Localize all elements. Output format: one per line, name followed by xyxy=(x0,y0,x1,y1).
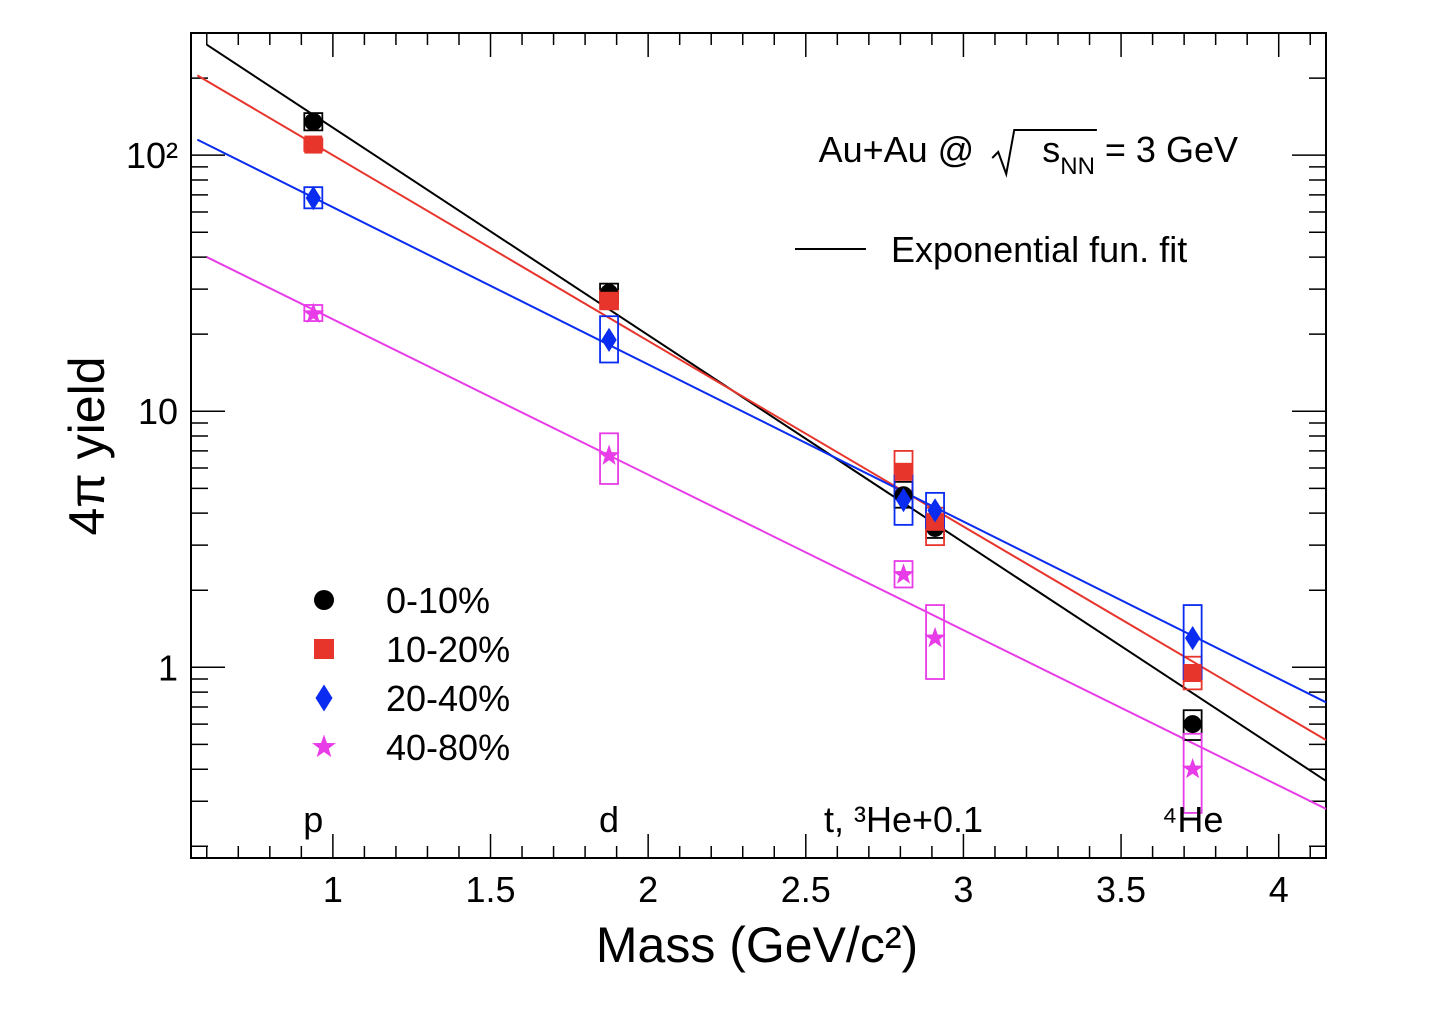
sys-box xyxy=(1182,732,1203,814)
data-points xyxy=(302,112,1204,779)
data-point xyxy=(304,112,323,131)
x-tick-label: 2.5 xyxy=(781,869,831,910)
data-point xyxy=(305,185,321,211)
particle-label: d xyxy=(599,799,619,840)
data-point xyxy=(304,135,323,154)
particle-labels: p d t, ³He+0.1 ⁴He xyxy=(303,799,1223,840)
legend-marker xyxy=(314,639,334,659)
data-point xyxy=(892,563,915,584)
data-point xyxy=(895,487,912,513)
data-point xyxy=(598,444,620,465)
legend-label: 20-40% xyxy=(386,678,510,719)
sys-box xyxy=(1182,709,1203,741)
y-axis-title: 4π yield xyxy=(59,356,115,535)
fit-line xyxy=(196,74,1327,741)
legend-label: 10-20% xyxy=(386,629,510,670)
y-axis-ticks xyxy=(191,32,1326,848)
sqrt-symbol xyxy=(991,129,1097,178)
data-point xyxy=(924,626,946,648)
y-tick-label: 10 xyxy=(138,391,178,432)
x-tick-label: 4 xyxy=(1269,869,1289,910)
x-tick-label: 3.5 xyxy=(1096,869,1146,910)
data-point xyxy=(601,327,617,353)
data-point xyxy=(1183,715,1202,734)
data-point xyxy=(1181,757,1204,779)
legend: 0-10% 10-20% 20-40% 40-80% xyxy=(312,580,510,768)
data-point xyxy=(600,291,619,310)
data-point xyxy=(927,498,943,523)
x-axis-title: Mass (GeV/c²) xyxy=(596,917,918,973)
plot-area xyxy=(190,32,1327,859)
legend-marker xyxy=(312,734,336,758)
x-tick-label: 3 xyxy=(953,869,973,910)
sys-box xyxy=(599,315,619,364)
particle-label: t, ³He+0.1 xyxy=(824,799,983,840)
collision-annotation: Au+Au @ sNN = 3 GeV xyxy=(819,129,1238,180)
x-tick-labels: 1 1.5 2 2.5 3 3.5 4 xyxy=(323,869,1289,910)
data-point xyxy=(894,462,913,481)
data-point xyxy=(302,302,325,323)
legend-marker xyxy=(314,590,334,610)
fit-legend-label: Exponential fun. fit xyxy=(891,229,1187,270)
data-point xyxy=(1183,664,1202,683)
fit-lines xyxy=(196,43,1327,810)
y-tick-label: 1 xyxy=(158,647,178,688)
y-tick-label: 10² xyxy=(126,135,178,176)
legend-label: 0-10% xyxy=(386,580,490,621)
x-tick-label: 1.5 xyxy=(465,869,515,910)
fit-line xyxy=(206,43,1327,782)
particle-label: ⁴He xyxy=(1162,799,1224,840)
legend-label: 40-80% xyxy=(386,727,510,768)
sys-box xyxy=(893,560,914,589)
x-tick-label: 2 xyxy=(638,869,658,910)
legend-marker xyxy=(315,684,333,712)
data-point xyxy=(1184,625,1201,651)
x-axis-ticks xyxy=(206,33,1311,858)
fit-line xyxy=(196,138,1327,704)
y-tick-labels: 1 10 10² xyxy=(126,135,178,688)
x-tick-label: 1 xyxy=(323,869,343,910)
particle-label: p xyxy=(303,799,323,840)
sys-box xyxy=(925,604,945,680)
fit-line xyxy=(206,256,1327,810)
plot-frame xyxy=(190,32,1327,859)
sys-box xyxy=(599,432,619,485)
